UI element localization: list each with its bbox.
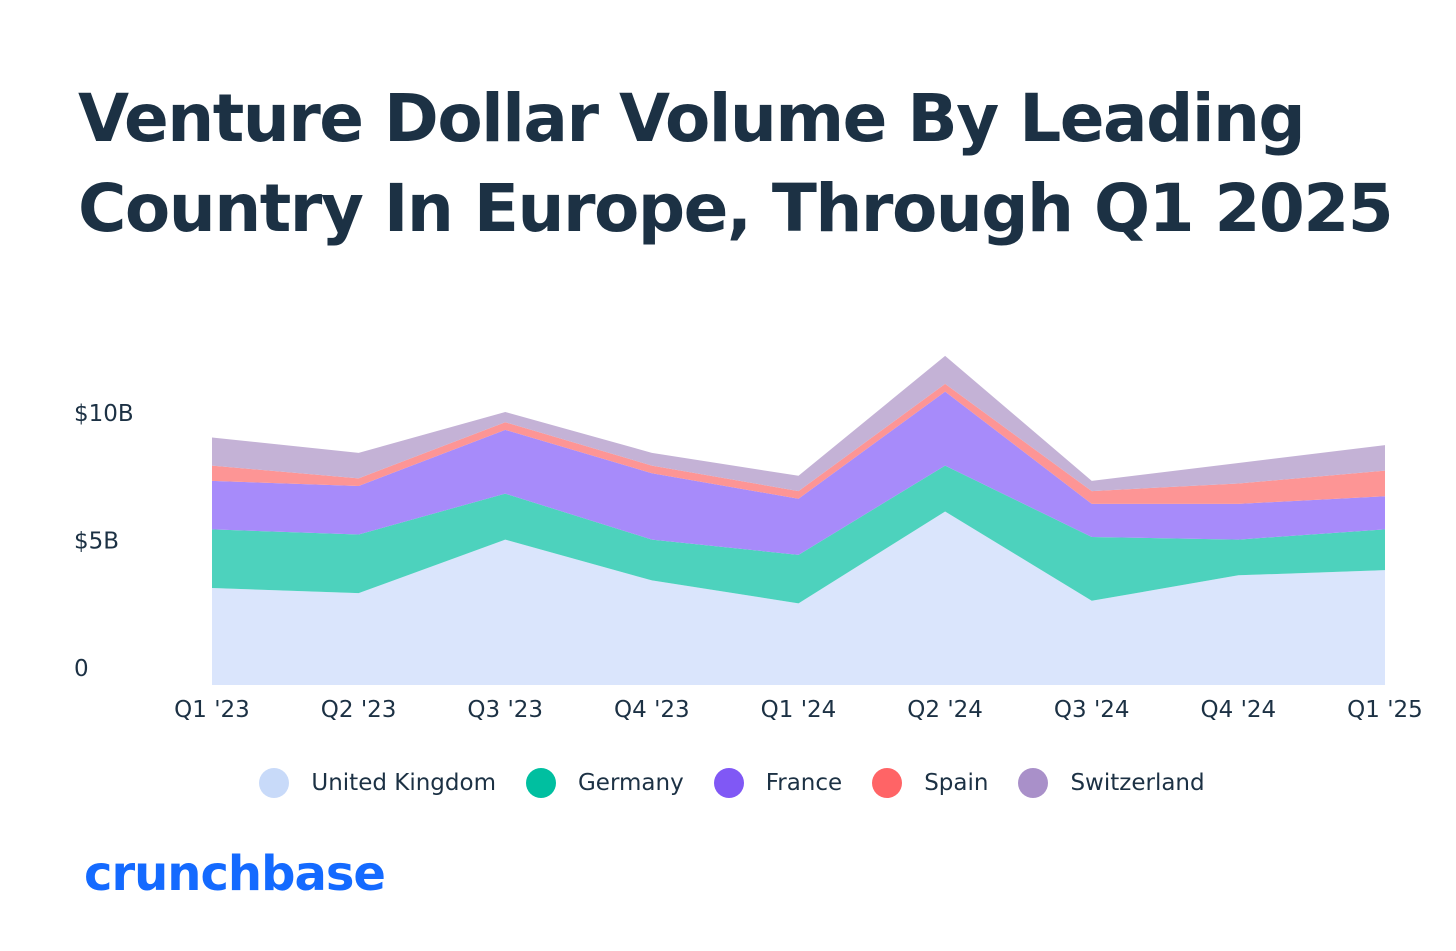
legend-label: Switzerland — [1070, 770, 1205, 796]
legend-item-germany: Germany — [518, 768, 684, 798]
x-axis: Q1 '23 Q2 '23 Q3 '23 Q4 '23 Q1 '24 Q2 '24 Q3 '… — [174, 697, 1423, 723]
legend-label: Germany — [577, 770, 684, 796]
x-tick-label: Q3 '23 — [467, 697, 543, 723]
y-tick-label: 0 — [74, 656, 89, 682]
stacked-area-chart: 0$5B$10B Q1 '23 Q2 '23 Q3 '23 Q4 '23 Q1 '24 Q… — [74, 355, 1423, 723]
area-spain — [212, 383, 1385, 504]
y-tick-label: $10B — [74, 401, 134, 427]
x-tick-label: Q2 '24 — [907, 697, 983, 723]
legend-swatch — [713, 768, 744, 798]
crunchbase-logo: crunchbase — [84, 846, 386, 902]
legend-item-switzerland: Switzerland — [1010, 768, 1205, 798]
legend-item-united-kingdom: United Kingdom — [251, 768, 496, 798]
area-france — [212, 391, 1385, 555]
area-germany — [212, 465, 1385, 604]
chart-legend: United Kingdom Germany France Spain Switzerl… — [0, 768, 1456, 798]
area-switzerland — [212, 355, 1385, 492]
legend-label: France — [765, 770, 843, 796]
legend-item-france: France — [706, 768, 842, 798]
x-tick-label: Q1 '23 — [174, 697, 250, 723]
legend-item-spain: Spain — [864, 768, 988, 798]
chart-title-line-1: Venture Dollar Volume By Leading — [78, 80, 1306, 157]
legend-label: Spain — [924, 770, 989, 796]
legend-swatch — [525, 768, 556, 798]
y-tick-label: $5B — [74, 528, 119, 554]
x-tick-label: Q4 '23 — [614, 697, 690, 723]
area-series-group — [212, 355, 1385, 685]
area-united-kingdom — [212, 511, 1385, 685]
y-axis: 0 $5B $10B — [74, 401, 134, 682]
legend-swatch — [259, 768, 290, 798]
x-tick-label: Q1 '25 — [1347, 697, 1423, 723]
legend-swatch — [872, 768, 903, 798]
chart-title-line-2: Country In Europe, Through Q1 2025 — [78, 170, 1394, 247]
legend-swatch — [1018, 768, 1049, 798]
x-tick-label: Q1 '24 — [761, 697, 837, 723]
legend-label: United Kingdom — [311, 770, 496, 796]
x-tick-label: Q2 '23 — [321, 697, 397, 723]
chart-title: Venture Dollar Volume By Leading Country… — [78, 74, 1398, 254]
x-tick-label: Q4 '24 — [1201, 697, 1277, 723]
x-tick-label: Q3 '24 — [1054, 697, 1130, 723]
